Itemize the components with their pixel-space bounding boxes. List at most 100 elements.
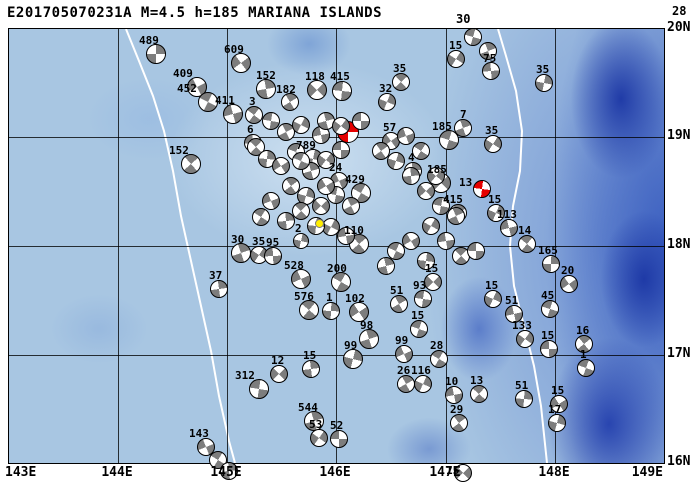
focal-mechanism bbox=[427, 167, 445, 185]
depth-label: 1 bbox=[580, 348, 587, 361]
focal-mechanism bbox=[337, 227, 355, 245]
depth-label: 30 bbox=[231, 233, 245, 246]
depth-label: 53 bbox=[309, 418, 323, 431]
focal-mechanism bbox=[299, 300, 319, 320]
focal-mechanism bbox=[560, 275, 578, 293]
highlight-marker-yellow bbox=[315, 219, 324, 228]
depth-label: 165 bbox=[538, 244, 558, 257]
focal-mechanism bbox=[292, 116, 310, 134]
depth-label: 51 bbox=[390, 284, 404, 297]
grid-line-horizontal bbox=[9, 246, 664, 247]
depth-label: 57 bbox=[383, 121, 397, 134]
focal-mechanism bbox=[252, 208, 270, 226]
focal-mechanism bbox=[262, 192, 280, 210]
focal-mechanism bbox=[322, 302, 340, 320]
focal-mechanism bbox=[249, 379, 269, 399]
focal-mechanism bbox=[293, 233, 309, 249]
focal-mechanism bbox=[282, 177, 300, 195]
focal-mechanism bbox=[500, 219, 518, 237]
depth-label: 185 bbox=[432, 120, 452, 133]
depth-label: 312 bbox=[235, 369, 255, 382]
stray-depth-label: 30 bbox=[456, 12, 471, 26]
focal-mechanism bbox=[482, 62, 500, 80]
depth-label: 15 bbox=[411, 309, 425, 322]
focal-mechanism bbox=[317, 151, 335, 169]
depth-label: 15 bbox=[485, 279, 499, 292]
depth-label: 452 bbox=[177, 82, 197, 95]
focal-mechanism bbox=[454, 464, 472, 482]
focal-mechanism bbox=[454, 119, 472, 137]
focal-mechanism bbox=[535, 74, 553, 92]
depth-label: 118 bbox=[305, 70, 325, 83]
focal-mechanism bbox=[445, 386, 463, 404]
focal-mechanism bbox=[197, 438, 215, 456]
depth-label: 10 bbox=[445, 375, 459, 388]
longitude-tick-label: 144E bbox=[101, 465, 133, 480]
focal-mechanism bbox=[270, 365, 288, 383]
focal-mechanism bbox=[464, 28, 482, 46]
focal-mechanism bbox=[220, 462, 238, 480]
depth-label: 1 bbox=[326, 291, 333, 304]
depth-label: 6 bbox=[247, 123, 254, 136]
focal-mechanism bbox=[342, 197, 360, 215]
depth-label: 26 bbox=[397, 364, 411, 377]
focal-mechanism bbox=[223, 104, 243, 124]
trench-line bbox=[125, 29, 236, 463]
depth-label: 51 bbox=[515, 379, 529, 392]
latitude-tick-label: 18N bbox=[667, 237, 691, 252]
focal-mechanism bbox=[390, 295, 408, 313]
depth-label: 102 bbox=[345, 292, 365, 305]
depth-label: 113 bbox=[497, 208, 517, 221]
focal-mechanism bbox=[397, 375, 415, 393]
depth-label: 789 bbox=[296, 139, 316, 152]
depth-label: 489 bbox=[139, 34, 159, 47]
focal-mechanism bbox=[484, 135, 502, 153]
focal-mechanism bbox=[231, 53, 251, 73]
focal-mechanism bbox=[332, 117, 350, 135]
focal-mechanism bbox=[541, 300, 559, 318]
focal-mechanism bbox=[479, 42, 497, 60]
depth-label: 110 bbox=[344, 224, 364, 237]
focal-mechanism bbox=[231, 243, 251, 263]
focal-mechanism bbox=[422, 217, 440, 235]
depth-label: 4 bbox=[408, 151, 415, 164]
focal-mechanism bbox=[262, 112, 280, 130]
focal-mechanism bbox=[447, 50, 465, 68]
focal-mechanism bbox=[410, 320, 428, 338]
focal-mechanism bbox=[540, 340, 558, 358]
focal-mechanism bbox=[550, 395, 568, 413]
stray-depth-label: 28 bbox=[672, 4, 687, 18]
focal-mechanism bbox=[349, 302, 369, 322]
depth-label: 51 bbox=[505, 294, 519, 307]
focal-mechanism bbox=[352, 112, 370, 130]
depth-label: 35 bbox=[485, 124, 499, 137]
focal-mechanism bbox=[330, 430, 348, 448]
focal-mechanism bbox=[307, 80, 327, 100]
focal-mechanism bbox=[245, 106, 263, 124]
depth-label: 37 bbox=[209, 269, 223, 282]
focal-mechanism bbox=[577, 359, 595, 377]
depth-label: 29 bbox=[450, 403, 464, 416]
focal-mechanism bbox=[181, 154, 201, 174]
longitude-tick-label: 148E bbox=[538, 465, 570, 480]
depth-label: 13 bbox=[459, 176, 473, 189]
depth-label: 7 bbox=[460, 108, 467, 121]
grid-line-horizontal bbox=[9, 355, 664, 356]
depth-label: 411 bbox=[215, 94, 235, 107]
depth-label: 133 bbox=[512, 319, 532, 332]
focal-mechanism bbox=[277, 212, 295, 230]
focal-mechanism bbox=[470, 385, 488, 403]
focal-mechanism-event bbox=[473, 180, 491, 198]
focal-mechanism bbox=[430, 350, 448, 368]
focal-mechanism bbox=[424, 273, 442, 291]
focal-mechanism bbox=[387, 152, 405, 170]
focal-mechanism bbox=[515, 390, 533, 408]
focal-mechanism bbox=[437, 232, 455, 250]
focal-mechanism bbox=[487, 204, 505, 222]
depth-label: 15 bbox=[446, 464, 460, 477]
focal-mechanism bbox=[467, 242, 485, 260]
depth-label: 152 bbox=[169, 144, 189, 157]
focal-mechanism bbox=[402, 232, 420, 250]
focal-mechanism bbox=[439, 130, 459, 150]
depth-label: 576 bbox=[294, 290, 314, 303]
